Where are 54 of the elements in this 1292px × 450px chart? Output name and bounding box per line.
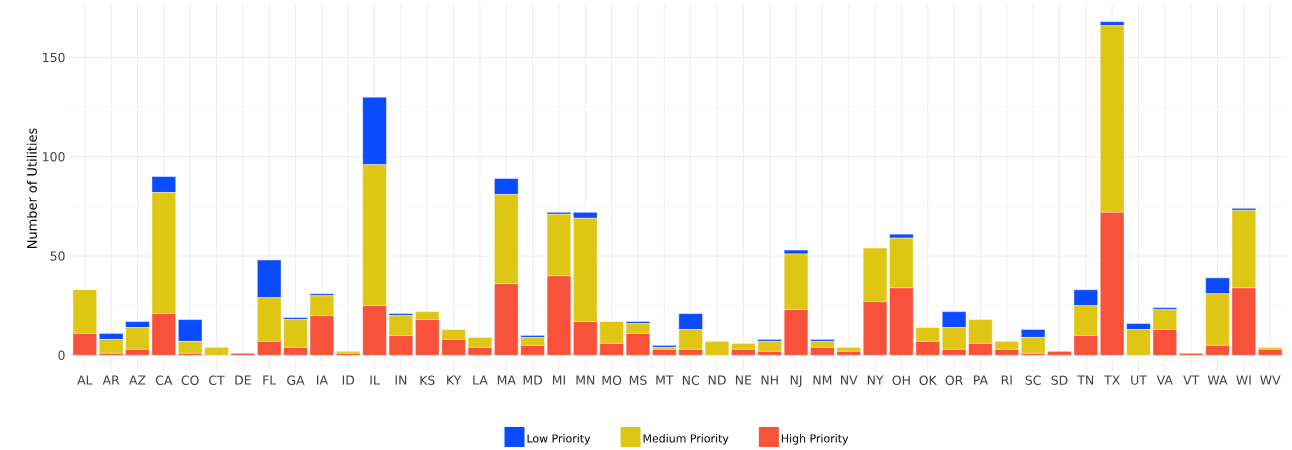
x-tick-label: MS [629,375,647,385]
x-tick-label: CO [181,375,199,385]
x-tick-label: MN [576,375,595,385]
x-tick-label: NE [735,375,752,385]
x-tick-label: VA [1156,375,1173,385]
x-tick-label: SD [1051,375,1068,385]
x-tick-label: OR [945,375,963,385]
x-tick-label: UT [1131,375,1147,385]
x-tick-label: ND [708,375,726,385]
x-tick-label: NC [682,375,699,385]
y-tick-label: 150 [43,52,65,63]
x-tick-label: CT [209,375,225,385]
x-tick-label: RI [1001,375,1012,385]
x-tick-label: AZ [129,375,146,385]
x-tick-label: WA [1207,375,1228,385]
x-tick-label: MA [497,375,516,385]
x-tick-label: LA [473,375,488,385]
x-tick-label: CA [155,375,173,385]
legend-label: Medium Priority [643,434,729,445]
x-tick-label: MT [656,375,674,385]
x-tick-label: IA [317,375,328,385]
x-tick-label: TN [1077,375,1094,385]
x-tick-label: NV [841,375,858,385]
x-tick-label: SC [1025,375,1041,385]
x-tick-label: KS [420,375,435,385]
x-tick-label: NY [867,375,884,385]
x-tick-label: IN [395,375,407,385]
y-tick-label: 0 [58,350,65,361]
legend-label: Low Priority [527,434,591,445]
x-tick-label: FL [263,375,277,385]
x-tick-label: MO [602,375,622,385]
x-tick-label: VT [1183,375,1200,385]
x-tick-label: PA [974,375,988,385]
x-tick-label: ID [342,375,355,385]
x-tick-label: DE [235,375,251,385]
x-tick-label: GA [287,375,305,385]
x-tick-label: AR [102,375,120,385]
legend-label: High Priority [781,434,849,445]
x-tick-label: IL [370,375,380,385]
x-tick-label: AL [77,375,93,385]
y-tick-label: 50 [50,251,65,261]
y-tick-label: 100 [43,152,65,162]
x-tick-label: NH [761,375,778,385]
x-tick-label: WI [1236,375,1251,385]
x-tick-label: NJ [790,375,802,388]
x-tick-label: KY [447,375,462,385]
x-tick-label: OK [919,375,937,385]
x-tick-label: TX [1104,375,1120,385]
x-tick-label: NM [813,375,832,385]
x-tick-label: OH [892,375,910,385]
x-tick-label: WV [1260,375,1281,385]
x-tick-label: MD [523,375,543,385]
x-tick-label: MI [552,375,565,385]
y-axis-title: Number of Utilities [26,128,37,248]
